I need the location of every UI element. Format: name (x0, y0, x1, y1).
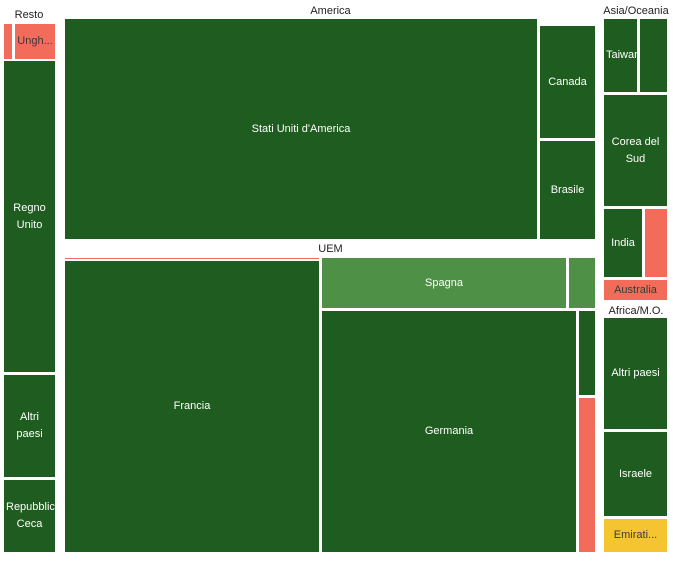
treemap-cell: Canada (540, 26, 595, 138)
treemap-cell: Spagna (322, 258, 566, 308)
group-label: Asia/Oceania (603, 5, 669, 17)
treemap-cell: Altri paesi (604, 318, 667, 429)
treemap-cell: Francia (65, 261, 319, 552)
treemap-cell-label: Stati Uniti d'America (251, 122, 351, 135)
treemap-cell-label: Canada (548, 75, 587, 88)
treemap-cell (569, 258, 595, 308)
treemap-cell-label: Brasile (550, 183, 585, 196)
treemap-cell-label: Regno Unito (13, 201, 46, 231)
treemap-cell-label: Spagna (425, 276, 463, 289)
group-label: Africa/M.O. (608, 305, 664, 317)
treemap-cell: Regno Unito (4, 61, 55, 372)
treemap-cell: Australia (604, 280, 667, 300)
treemap-cell: Taiwan (604, 19, 637, 92)
treemap-cell: Brasile (540, 141, 595, 239)
treemap-cell (640, 19, 667, 92)
treemap-cell-label: Altri paesi (16, 411, 43, 440)
treemap-cell: India (604, 209, 642, 277)
treemap-cell (645, 209, 667, 277)
treemap-cell-label: Corea del Sud (611, 135, 660, 165)
treemap-cell-label: Altri paesi (611, 367, 660, 379)
treemap-cell: Corea del Sud (604, 95, 667, 206)
treemap-cell-label: Repubblica Ceca (6, 501, 55, 530)
treemap-cell (579, 311, 595, 395)
treemap-cell-label: Israele (618, 467, 653, 480)
treemap-cell: Germania (322, 311, 576, 552)
treemap-cell: Repubblica Ceca (4, 480, 55, 552)
treemap-cell: Altri paesi (4, 375, 55, 477)
treemap-cell (65, 258, 319, 259)
treemap-cell (4, 24, 12, 59)
group-label: Resto (14, 9, 44, 21)
treemap-cell: Ungh... (15, 24, 55, 59)
group-label: America (310, 5, 351, 17)
treemap-cell-label: Germania (424, 425, 474, 437)
treemap-cell-label: Taiwan (606, 49, 637, 61)
treemap-cell-label: Francia (173, 400, 211, 412)
treemap-cell-label: India (611, 236, 635, 249)
treemap-cell: Emirati... (604, 519, 667, 552)
group-label: UEM (318, 243, 343, 255)
treemap-cell: Israele (604, 432, 667, 516)
treemap-cell (579, 398, 595, 552)
treemap-cell: Stati Uniti d'America (65, 19, 537, 239)
treemap-cell-label: Emirati... (613, 529, 658, 541)
treemap-cell-label: Australia (614, 283, 657, 296)
treemap-cell-label: Ungh... (17, 35, 53, 47)
